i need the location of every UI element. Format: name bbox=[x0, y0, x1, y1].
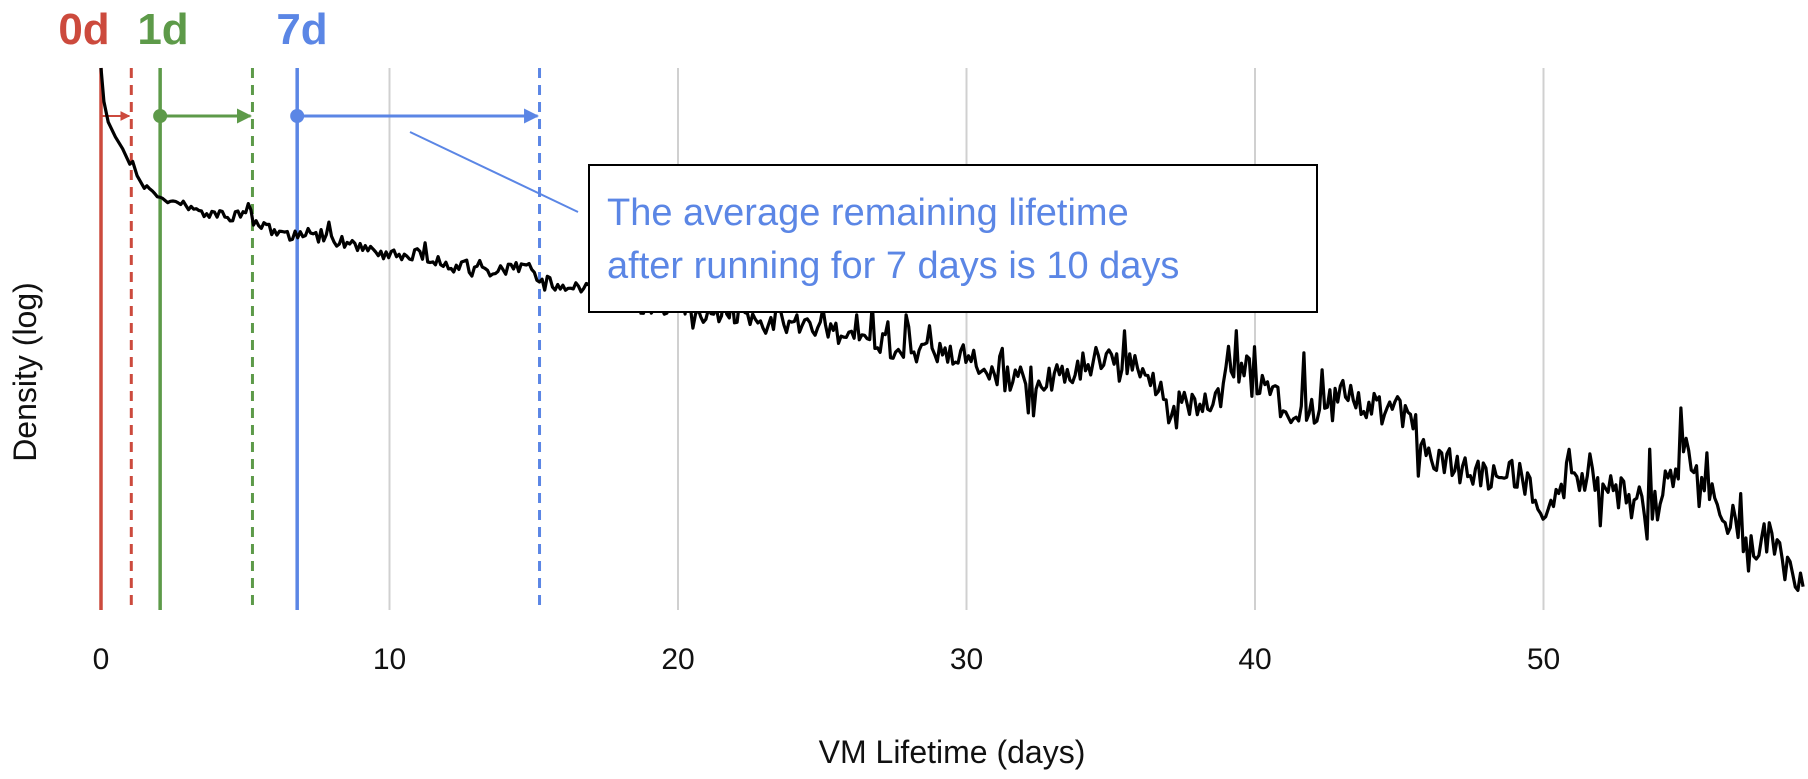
x-tick-label-30: 30 bbox=[950, 643, 983, 676]
marker-7d-dot bbox=[290, 109, 305, 123]
density-series bbox=[99, 67, 1805, 592]
density-line bbox=[99, 67, 1805, 592]
annotation-box bbox=[588, 164, 1318, 313]
x-tick-label-40: 40 bbox=[1238, 643, 1271, 676]
x-axis-title: VM Lifetime (days) bbox=[819, 734, 1086, 770]
x-axis-ticks: 0 10 20 30 40 50 bbox=[93, 643, 1561, 676]
x-tick-label-50: 50 bbox=[1527, 643, 1560, 676]
marker-1d-dot bbox=[153, 109, 168, 123]
gridlines bbox=[388, 68, 1545, 610]
marker-label-1d: 1d bbox=[137, 5, 188, 54]
lifetime-markers: 0d 1d 7d bbox=[58, 5, 542, 610]
annotation-leader-line bbox=[409, 131, 579, 213]
annotation-text-line-1: The average remaining lifetime bbox=[607, 192, 1129, 234]
annotation-text-line-2: after running for 7 days is 10 days bbox=[607, 245, 1179, 287]
x-tick-label-0: 0 bbox=[93, 643, 110, 676]
marker-label-0d: 0d bbox=[58, 5, 109, 54]
x-tick-label-10: 10 bbox=[373, 643, 406, 676]
y-axis-title: Density (log) bbox=[7, 282, 43, 462]
annotation-callout: The average remaining lifetime after run… bbox=[409, 131, 1318, 313]
x-tick-label-20: 20 bbox=[661, 643, 694, 676]
marker-label-7d: 7d bbox=[276, 5, 327, 54]
